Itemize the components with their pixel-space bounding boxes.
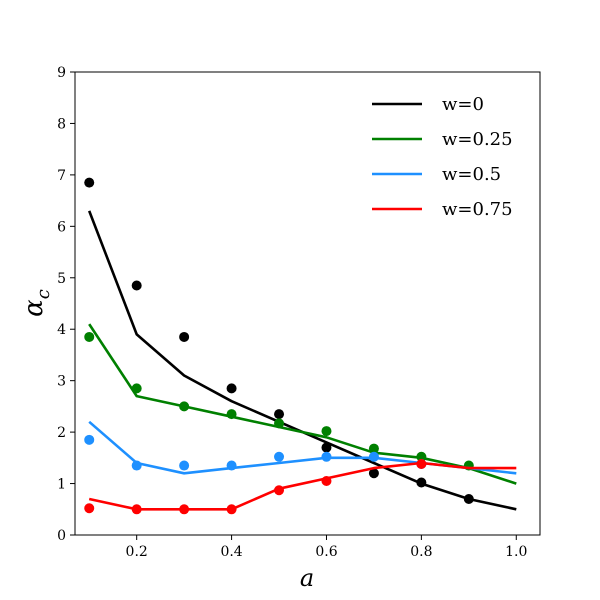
data-point-1 — [226, 409, 237, 420]
data-point-0 — [131, 280, 142, 291]
x-tick-label: 0.8 — [410, 544, 432, 560]
data-point-3 — [179, 504, 190, 515]
data-point-0 — [226, 383, 237, 394]
y-tick-label: 9 — [57, 65, 66, 81]
y-tick-label: 5 — [57, 271, 66, 287]
legend: w=0 w=0.25 w=0.5 w=0.75 — [372, 94, 513, 220]
ticks-layer: 0.2 0.4 0.6 0.8 1.0 0 1 2 3 4 5 6 7 8 9 — [57, 65, 527, 560]
data-point-0 — [416, 477, 427, 488]
series-layer — [84, 177, 517, 515]
data-point-1 — [274, 418, 285, 429]
data-point-3 — [226, 504, 237, 515]
legend-label: w=0.5 — [442, 164, 501, 185]
plot-frame — [74, 71, 541, 536]
data-point-2 — [368, 451, 379, 462]
data-point-1 — [179, 401, 190, 412]
data-point-0 — [274, 409, 285, 420]
y-tick-label: 6 — [57, 219, 66, 235]
data-point-2 — [226, 460, 237, 471]
y-tick-label: 4 — [57, 322, 66, 338]
data-point-3 — [84, 503, 95, 514]
data-point-1 — [131, 383, 142, 394]
x-tick-label: 0.6 — [315, 544, 337, 560]
data-point-0 — [179, 331, 190, 342]
legend-label: w=0.75 — [442, 199, 513, 220]
y-tick-label: 2 — [57, 425, 66, 441]
data-point-3 — [416, 459, 427, 470]
series-line-1 — [88, 323, 517, 485]
y-axis-label: αc — [19, 289, 54, 317]
data-point-3 — [321, 475, 332, 486]
legend-label: w=0.25 — [442, 129, 513, 150]
x-tick-label: 0.2 — [126, 544, 148, 560]
data-point-0 — [463, 493, 474, 504]
legend-label: w=0 — [442, 94, 484, 115]
data-point-1 — [321, 426, 332, 437]
y-tick-label: 7 — [57, 168, 66, 184]
y-tick-label: 8 — [57, 116, 66, 132]
data-point-0 — [321, 442, 332, 453]
y-tick-label: 3 — [57, 374, 66, 390]
y-tick-label: 1 — [57, 477, 66, 493]
data-point-2 — [179, 460, 190, 471]
x-axis-label: a — [300, 564, 314, 592]
data-point-3 — [274, 485, 285, 496]
y-tick-label: 0 — [57, 528, 66, 544]
y-axis-label-main: α — [19, 299, 49, 317]
data-point-1 — [84, 331, 95, 342]
series-line-3 — [88, 461, 517, 511]
data-point-3 — [131, 504, 142, 515]
data-point-0 — [84, 177, 95, 188]
data-point-2 — [84, 434, 95, 445]
x-tick-label: 1.0 — [505, 544, 527, 560]
data-point-0 — [368, 468, 379, 479]
data-point-2 — [131, 460, 142, 471]
data-point-2 — [321, 451, 332, 462]
data-point-1 — [416, 451, 427, 462]
data-point-2 — [274, 451, 285, 462]
x-tick-label: 0.4 — [220, 544, 242, 560]
y-axis-label-subscript: c — [33, 289, 54, 299]
data-point-1 — [368, 443, 379, 454]
